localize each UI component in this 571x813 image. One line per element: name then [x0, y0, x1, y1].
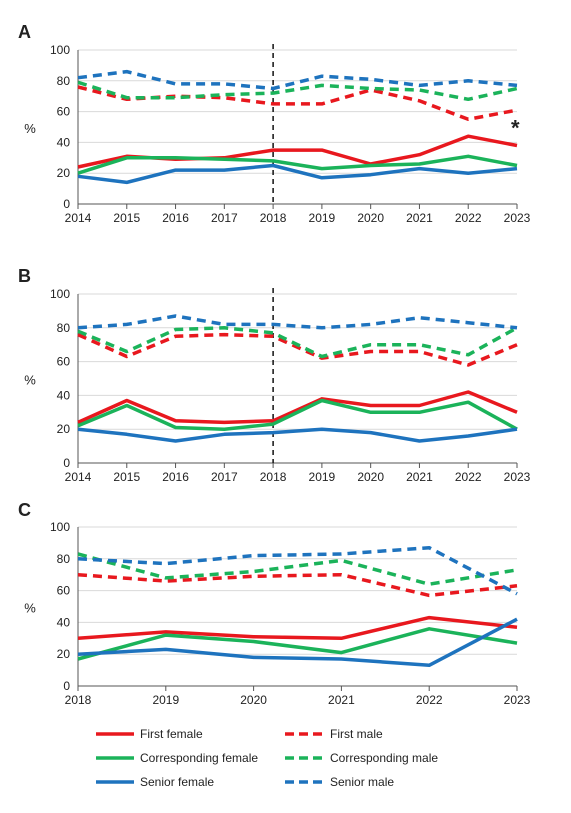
y-axis-label: % — [24, 121, 36, 136]
series-line-senior-male — [77, 69, 518, 91]
x-tick-label: 2021 — [406, 470, 433, 484]
y-tick-label: 100 — [50, 287, 70, 301]
x-tick-label: 2016 — [162, 211, 189, 225]
x-tick-label: 2020 — [240, 693, 267, 707]
y-tick-label: 100 — [50, 520, 70, 534]
x-tick-label: 2019 — [152, 693, 179, 707]
chart-panel-b: 0 20 40 60 80 100 2014 2015 2016 2017 2018 2019 2020… — [18, 266, 531, 484]
x-tick-label: 2023 — [504, 470, 531, 484]
series-line-first-female — [77, 134, 518, 169]
y-tick-label: 80 — [57, 552, 71, 566]
legend-label: Senior male — [330, 775, 394, 789]
series-line-corresponding-male — [77, 80, 518, 102]
panel-label: A — [18, 22, 31, 42]
x-tick-label: 2022 — [455, 211, 482, 225]
x-tick-label: 2020 — [357, 211, 384, 225]
x-tick-label: 2017 — [211, 211, 238, 225]
series-line-first-male — [77, 85, 518, 122]
y-tick-label: 40 — [57, 615, 71, 629]
x-tick-label: 2018 — [260, 211, 287, 225]
y-tick-label: 60 — [57, 584, 71, 598]
series-line-corresponding-female — [77, 398, 518, 431]
series-line-corresponding-female — [77, 154, 518, 175]
legend-label: Corresponding female — [140, 751, 258, 765]
x-tick-label: 2021 — [406, 211, 433, 225]
series-line-senior-female — [77, 427, 518, 443]
x-tick-label: 2022 — [455, 470, 482, 484]
chart-panel-a: 0 20 40 60 80 100 2014 2015 2016 2017 2018 2019 2020… — [18, 22, 531, 225]
y-tick-label: 20 — [57, 422, 71, 436]
series-line-first-male — [77, 332, 518, 367]
panel-label: B — [18, 266, 31, 286]
panel-label: C — [18, 500, 31, 520]
x-tick-label: 2018 — [65, 693, 92, 707]
legend-label: Senior female — [140, 775, 214, 789]
x-tick-label: 2019 — [309, 211, 336, 225]
y-tick-label: 40 — [57, 388, 71, 402]
y-tick-label: 20 — [57, 166, 71, 180]
x-tick-label: 2019 — [309, 470, 336, 484]
x-tick-label: 2017 — [211, 470, 238, 484]
series-line-corresponding-male — [77, 326, 518, 359]
y-tick-label: 60 — [57, 355, 71, 369]
series-line-senior-male — [77, 545, 518, 596]
series-line-senior-male — [77, 314, 518, 330]
x-tick-label: 2023 — [504, 693, 531, 707]
series-line-first-male — [77, 572, 518, 598]
significance-asterisk: * — [511, 115, 520, 140]
y-tick-label: 80 — [57, 74, 71, 88]
series-line-corresponding-male — [77, 552, 518, 586]
legend-label: First female — [140, 727, 203, 741]
legend-label: Corresponding male — [330, 751, 438, 765]
x-tick-label: 2016 — [162, 470, 189, 484]
y-tick-label: 0 — [63, 456, 70, 470]
x-tick-label: 2015 — [113, 211, 140, 225]
series-line-first-female — [77, 390, 518, 425]
series-line-first-female — [77, 615, 518, 641]
x-tick-label: 2022 — [416, 693, 443, 707]
y-tick-label: 40 — [57, 135, 71, 149]
x-tick-label: 2014 — [65, 211, 92, 225]
x-tick-label: 2014 — [65, 470, 92, 484]
x-tick-label: 2021 — [328, 693, 355, 707]
y-tick-label: 80 — [57, 321, 71, 335]
y-axis-label: % — [24, 373, 36, 388]
y-tick-label: 0 — [63, 197, 70, 211]
x-tick-label: 2015 — [113, 470, 140, 484]
y-tick-label: 60 — [57, 105, 71, 119]
y-axis-label: % — [24, 601, 36, 616]
x-tick-label: 2018 — [260, 470, 287, 484]
series-line-senior-female — [77, 617, 518, 668]
legend-label: First male — [330, 727, 383, 741]
x-tick-label: 2023 — [504, 211, 531, 225]
series-line-corresponding-female — [77, 627, 518, 661]
y-tick-label: 100 — [50, 43, 70, 57]
chart-panel-c: 0 20 40 60 80 100 2018 2019 2020 2021 2022 2023% C — [18, 500, 531, 707]
legend: First female First male Corresponding fema… — [96, 727, 438, 789]
x-tick-label: 2020 — [357, 470, 384, 484]
y-tick-label: 20 — [57, 647, 71, 661]
y-tick-label: 0 — [63, 679, 70, 693]
series-line-senior-female — [77, 163, 518, 185]
